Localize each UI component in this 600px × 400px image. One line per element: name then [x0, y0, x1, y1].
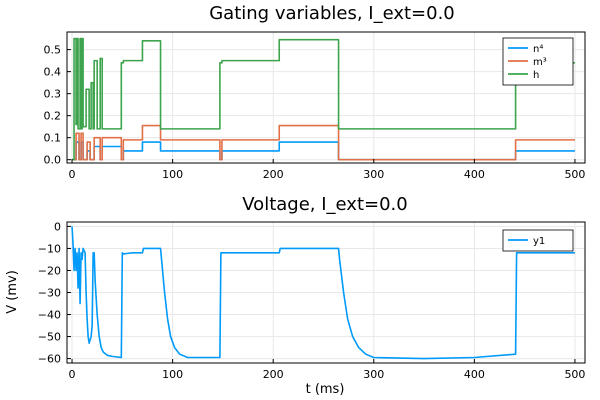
voltage-y-tick-label: −40: [38, 309, 61, 322]
gating-x-tick-label: 200: [263, 168, 284, 181]
gating-chart: Gating variables, I_ext=0.0 0 100 200 300 40…: [44, 3, 586, 181]
gating-legend-label: m³: [533, 57, 547, 68]
voltage-y-axis-label: V (mv): [5, 270, 20, 314]
gating-x-tick-label: 100: [162, 168, 183, 181]
voltage-x-tick-label: 0: [69, 368, 76, 381]
voltage-series-line: [71, 226, 575, 360]
voltage-chart: Voltage, I_ext=0.0 0 100 200 300 400 500 0 −10 −…: [5, 194, 586, 397]
gating-y-tick-label: 0.0: [44, 154, 62, 167]
gating-series-line: [72, 141, 575, 161]
gating-series-line: [72, 37, 575, 161]
gating-x-tick-label: 0: [69, 168, 76, 181]
voltage-x-tick-label: 300: [363, 368, 384, 381]
gating-chart-title: Gating variables, I_ext=0.0: [209, 3, 455, 24]
gating-x-tick-label: 500: [564, 168, 585, 181]
gating-y-tick-label: 0.2: [44, 110, 62, 123]
voltage-x-tick-label: 400: [464, 368, 485, 381]
gating-y-tick-label: 0.4: [44, 66, 62, 79]
voltage-y-tick-label: −30: [38, 287, 61, 300]
voltage-x-tick-label: 500: [564, 368, 585, 381]
gating-series-line: [72, 124, 575, 161]
voltage-y-tick-label: −50: [38, 331, 61, 344]
gating-x-tick-label: 400: [464, 168, 485, 181]
voltage-legend-label: y1: [533, 236, 545, 247]
voltage-x-tick-label: 200: [263, 368, 284, 381]
voltage-x-axis-label: t (ms): [306, 382, 345, 397]
voltage-y-tick-label: −60: [38, 353, 61, 366]
voltage-y-tick-label: 0: [54, 220, 61, 233]
gating-y-tick-label: 0.1: [44, 132, 62, 145]
gating-y-tick-label: 0.3: [44, 88, 62, 101]
gating-legend-box: [502, 37, 574, 86]
voltage-legend-box: [502, 229, 574, 252]
gating-legend-label: n⁴: [533, 44, 543, 55]
voltage-chart-title: Voltage, I_ext=0.0: [242, 194, 407, 215]
voltage-x-tick-label: 100: [162, 368, 183, 381]
gating-plot-frame: [66, 31, 586, 164]
voltage-y-tick-label: −20: [38, 264, 61, 277]
gating-legend-label: h: [533, 70, 539, 81]
gating-y-tick-label: 0.5: [44, 44, 62, 57]
voltage-y-tick-label: −10: [38, 242, 61, 255]
gating-x-tick-label: 300: [363, 168, 384, 181]
